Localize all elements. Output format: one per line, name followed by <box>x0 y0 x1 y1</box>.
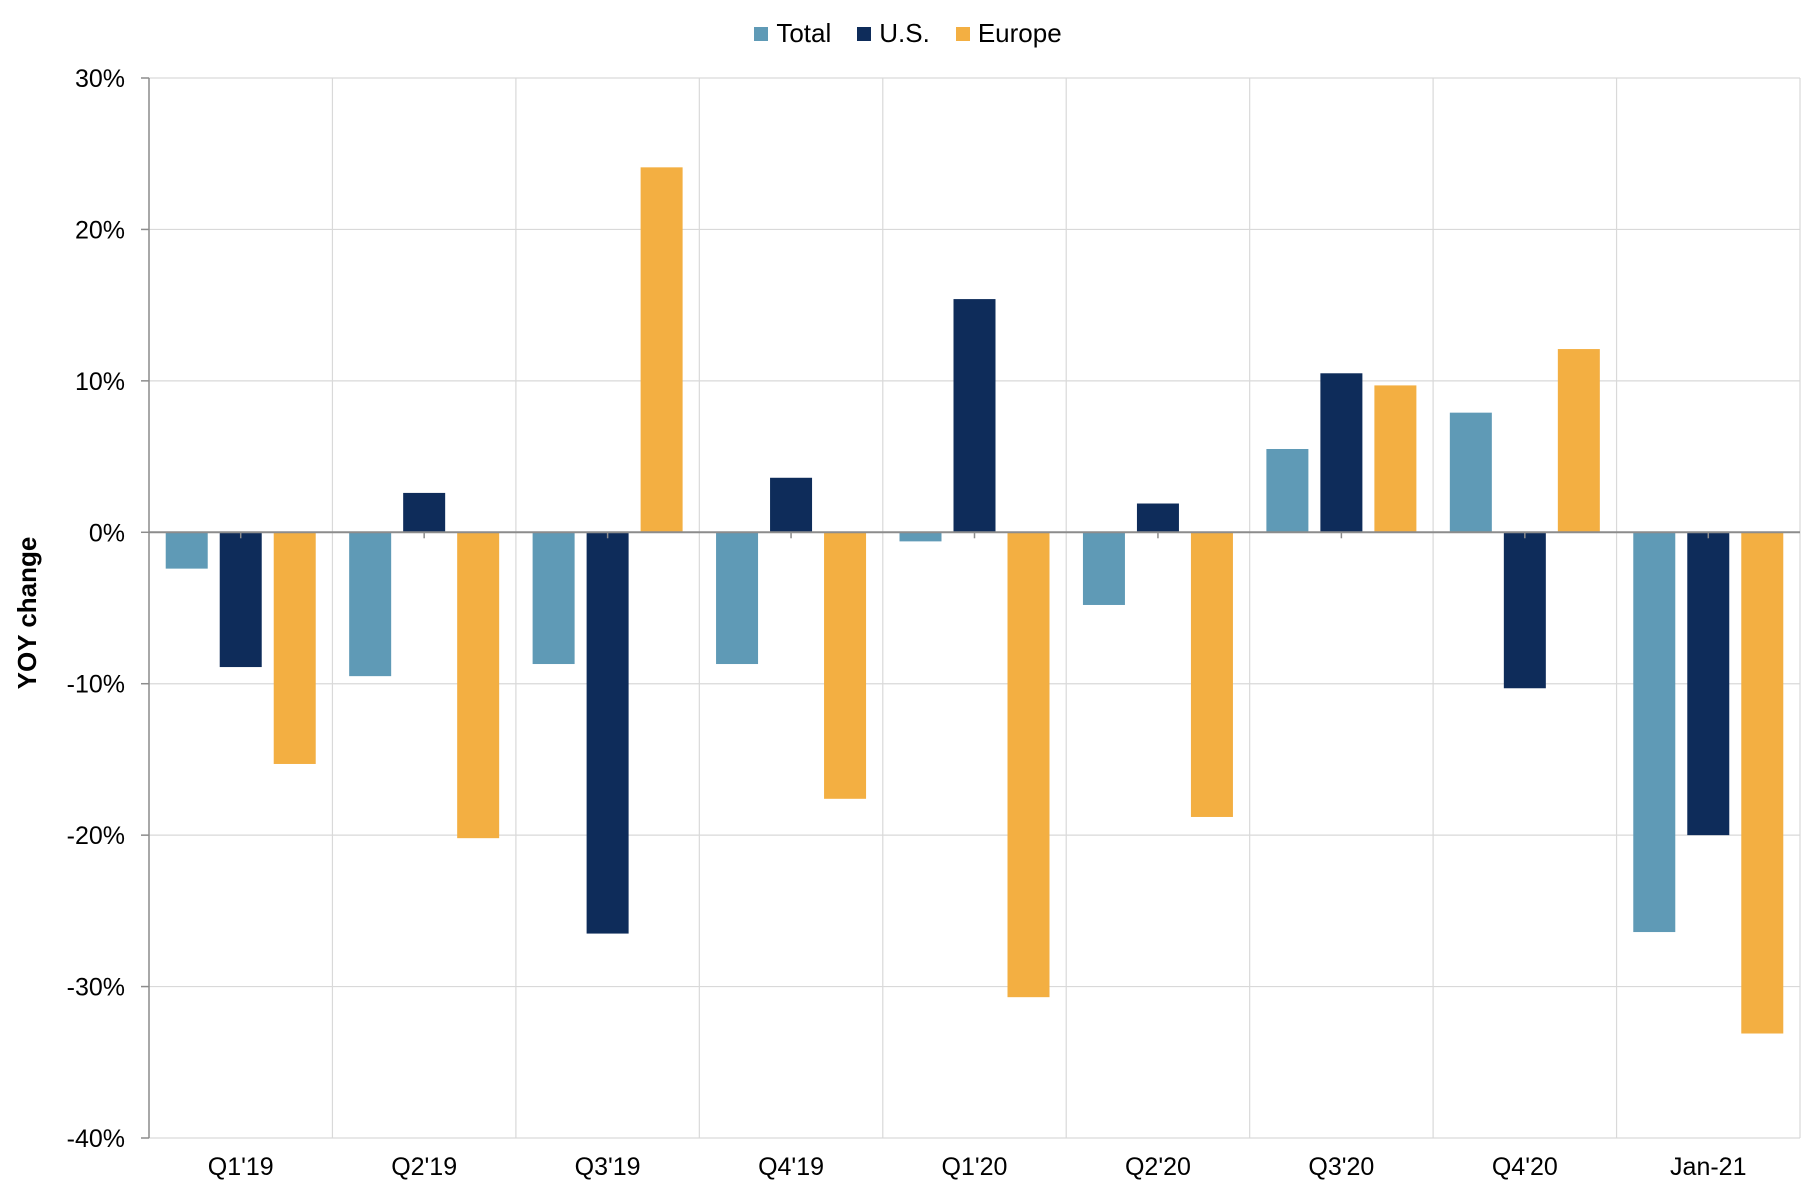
legend-item-europe: Europe <box>955 18 1062 49</box>
y-axis-title: YOY change <box>12 537 42 690</box>
y-tick-label: -10% <box>67 671 125 699</box>
bar-europe <box>1557 349 1600 533</box>
bar-total <box>716 532 759 665</box>
bar-total <box>899 532 942 542</box>
legend-item-total: Total <box>754 18 831 49</box>
x-tick-label: Q2'20 <box>1125 1153 1191 1181</box>
x-tick-label: Q1'19 <box>208 1153 274 1181</box>
bar-us <box>1503 532 1546 689</box>
legend-swatch-total <box>754 26 769 41</box>
bar-europe <box>824 532 867 799</box>
legend-label-europe: Europe <box>977 18 1062 48</box>
bar-us <box>1136 503 1179 533</box>
bar-total <box>1633 532 1676 933</box>
x-tick-label: Q1'20 <box>942 1153 1008 1181</box>
bar-total <box>349 532 392 677</box>
bar-us <box>219 532 262 668</box>
legend-swatch-us <box>857 26 872 41</box>
x-tick-label: Q3'19 <box>575 1153 641 1181</box>
y-tick-label: -40% <box>67 1125 125 1153</box>
y-tick-label: 30% <box>75 65 125 93</box>
bar-europe <box>273 532 316 764</box>
bar-europe <box>1741 532 1784 1034</box>
bar-europe <box>640 167 683 533</box>
y-tick-label: 0% <box>89 519 125 547</box>
y-tick-label: -30% <box>67 974 125 1002</box>
bar-europe <box>1007 532 1050 998</box>
bar-total <box>1082 532 1125 605</box>
bar-us <box>586 532 629 934</box>
x-tick-label: Q4'20 <box>1492 1153 1558 1181</box>
bar-europe <box>1190 532 1233 817</box>
legend: Total U.S. Europe <box>0 18 1816 49</box>
bar-us <box>403 492 446 533</box>
bar-total <box>1449 412 1492 533</box>
bar-total <box>532 532 575 665</box>
y-tick-label: 10% <box>75 368 125 396</box>
x-tick-label: Q2'19 <box>391 1153 457 1181</box>
bar-europe <box>1374 385 1417 533</box>
x-tick-label: Q3'20 <box>1308 1153 1374 1181</box>
bar-us <box>1320 373 1363 533</box>
legend-item-us: U.S. <box>857 18 930 49</box>
bar-total <box>165 532 208 569</box>
bar-us <box>770 477 813 533</box>
legend-label-total: Total <box>776 18 832 48</box>
legend-swatch-europe <box>955 26 970 41</box>
bar-us <box>953 299 996 533</box>
y-tick-label: -20% <box>67 822 125 850</box>
y-tick-label: 20% <box>75 216 125 244</box>
bar-total <box>1266 449 1309 533</box>
x-tick-label: Jan-21 <box>1670 1153 1746 1181</box>
bar-us <box>1687 532 1730 836</box>
bar-europe <box>457 532 500 839</box>
x-tick-label: Q4'19 <box>758 1153 824 1181</box>
legend-label-us: U.S. <box>879 18 930 48</box>
